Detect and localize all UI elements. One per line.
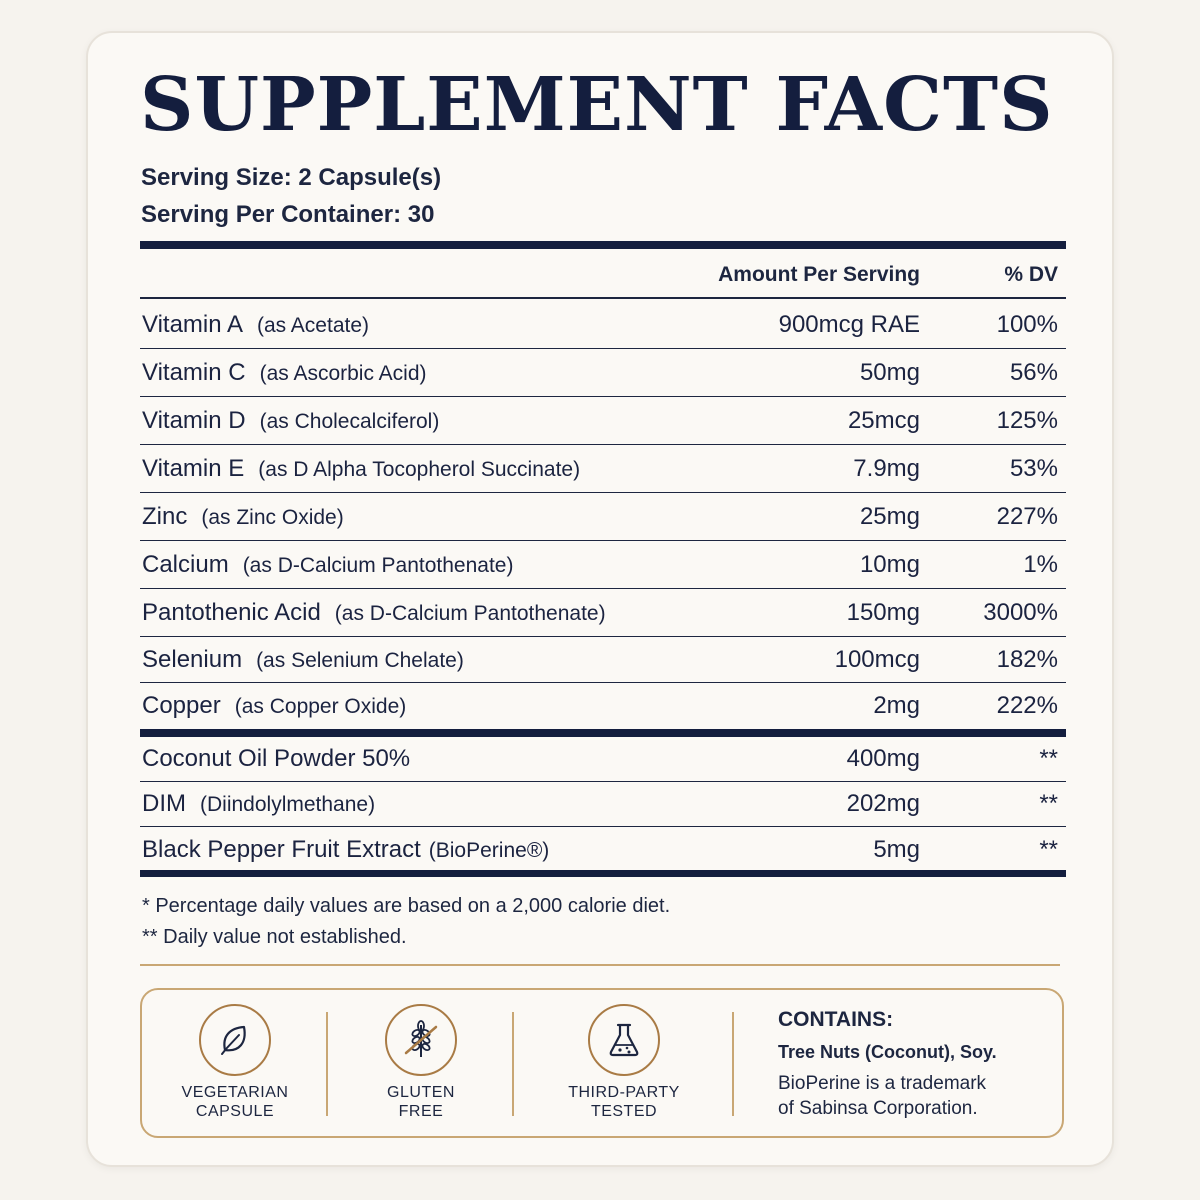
table-header: Amount Per Serving % DV — [140, 251, 1066, 299]
allergen-statement: CONTAINS: Tree Nuts (Coconut), Soy. BioP… — [778, 1008, 1058, 1121]
table-row: Vitamin D (as Cholecalciferol) 25mcg 125% — [140, 397, 1066, 445]
flask-icon — [588, 1004, 660, 1076]
trademark-note: BioPerine is a trademark of Sabinsa Corp… — [778, 1073, 987, 1119]
nutrient-dv: 125% — [996, 406, 1058, 434]
nutrient-amount: 100mcg — [834, 645, 920, 673]
nutrient-dv: 56% — [1009, 358, 1058, 386]
badge-label: VEGETARIAN CAPSULE — [181, 1084, 289, 1120]
third-party-tested-badge: THIRD-PARTY TESTED — [514, 990, 734, 1136]
contains-heading: CONTAINS: — [778, 1008, 894, 1031]
ingredient-amount: 202mg — [846, 790, 920, 817]
nutrient-name: Vitamin C (as Ascorbic Acid) — [142, 358, 427, 386]
table-row: Vitamin C (as Ascorbic Acid) 50mg 56% — [140, 349, 1066, 397]
ingredient-source: (Diindolylmethane) — [200, 793, 376, 816]
nutrient-source: (as Selenium Chelate) — [256, 648, 464, 672]
nutrient-amount: 900mcg RAE — [778, 310, 920, 338]
nutrient-name: Selenium (as Selenium Chelate) — [142, 645, 464, 673]
ingredient-name: DIM (Diindolylmethane) — [142, 790, 376, 817]
servings-per-container: Serving Per Container: 30 — [141, 201, 435, 228]
section-divider — [140, 729, 1066, 737]
nutrient-name: Pantothenic Acid (as D-Calcium Pantothena… — [142, 598, 606, 626]
amount-column-header: Amount Per Serving — [718, 263, 920, 286]
nutrient-name: Vitamin E (as D Alpha Tocopherol Succinat… — [142, 454, 581, 482]
ingredient-dv: ** — [1039, 790, 1058, 817]
nutrient-source: (as D Alpha Tocopherol Succinate) — [258, 457, 581, 481]
nutrient-amount: 10mg — [859, 550, 920, 578]
ingredient-amount: 5mg — [873, 835, 920, 863]
nutrient-name: Copper (as Copper Oxide) — [142, 692, 407, 719]
nutrient-dv: 227% — [996, 502, 1058, 530]
badge-label: THIRD-PARTY TESTED — [568, 1084, 680, 1120]
blend-rows: Coconut Oil Powder 50% 400mg ** DIM (Diin… — [140, 737, 1066, 872]
table-row: Vitamin A (as Acetate) 900mcg RAE 100% — [140, 301, 1066, 349]
panel-title: SUPPLEMENT FACTS — [140, 62, 1054, 148]
badge-divider — [326, 1012, 328, 1116]
nutrient-name: Zinc (as Zinc Oxide) — [142, 502, 344, 530]
nutrient-dv: 1% — [1023, 550, 1058, 578]
nutrient-amount: 2mg — [873, 692, 920, 719]
table-row: Selenium (as Selenium Chelate) 100mcg 182… — [140, 637, 1066, 683]
nutrient-amount: 50mg — [859, 358, 920, 386]
badge-divider — [732, 1012, 734, 1116]
nutrient-dv: 182% — [996, 645, 1058, 673]
table-row: Calcium (as D-Calcium Pantothenate) 10mg … — [140, 541, 1066, 589]
nutrient-source: (as Zinc Oxide) — [201, 505, 344, 529]
table-row: Zinc (as Zinc Oxide) 25mg 227% — [140, 493, 1066, 541]
table-row: DIM (Diindolylmethane) 202mg ** — [140, 782, 1066, 827]
nutrient-dv: 100% — [996, 310, 1058, 338]
nutrient-dv: 53% — [1009, 454, 1058, 482]
table-row: Black Pepper Fruit Extract (BioPerine®) 5… — [140, 827, 1066, 872]
badge-divider — [512, 1012, 514, 1116]
gold-divider — [140, 964, 1060, 966]
nutrient-name: Vitamin A (as Acetate) — [142, 310, 370, 338]
nutrient-name: Calcium (as D-Calcium Pantothenate) — [142, 550, 514, 578]
table-row: Coconut Oil Powder 50% 400mg ** — [140, 737, 1066, 782]
nutrient-amount: 25mcg — [847, 406, 920, 434]
ingredient-dv: ** — [1039, 835, 1058, 863]
nutrient-source: (as Acetate) — [256, 313, 370, 337]
nutrient-amount: 25mg — [859, 502, 920, 530]
table-row: Vitamin E (as D Alpha Tocopherol Succinat… — [140, 445, 1066, 493]
badges-panel: VEGETARIAN CAPSULE GLU — [140, 988, 1064, 1138]
ingredient-dv: ** — [1039, 745, 1058, 772]
nutrient-name: Vitamin D (as Cholecalciferol) — [142, 406, 440, 434]
bottom-divider — [140, 870, 1066, 877]
allergen-list: Tree Nuts (Coconut), Soy. — [778, 1042, 997, 1062]
dv-column-header: % DV — [1004, 263, 1058, 286]
ingredient-source: (BioPerine®) — [428, 838, 550, 862]
leaf-icon — [199, 1004, 271, 1076]
nutrient-source: (as D-Calcium Pantothenate) — [242, 553, 514, 577]
nutrient-source: (as D-Calcium Pantothenate) — [334, 601, 606, 625]
ingredient-amount: 400mg — [846, 745, 920, 772]
nutrient-source: (as Ascorbic Acid) — [259, 361, 427, 385]
nutrient-dv: 3000% — [983, 598, 1058, 626]
vitamin-rows: Vitamin A (as Acetate) 900mcg RAE 100% Vi… — [140, 301, 1066, 729]
nutrient-amount: 7.9mg — [853, 454, 920, 482]
daily-value-footnote: * Percentage daily values are based on a… — [142, 895, 671, 917]
ingredient-name: Black Pepper Fruit Extract (BioPerine®) — [142, 835, 550, 863]
not-established-footnote: ** Daily value not established. — [142, 926, 407, 948]
serving-size: Serving Size: 2 Capsule(s) — [141, 164, 442, 191]
no-wheat-icon — [385, 1004, 457, 1076]
ingredient-name: Coconut Oil Powder 50% — [142, 745, 411, 772]
table-row: Copper (as Copper Oxide) 2mg 222% — [140, 683, 1066, 729]
top-divider — [140, 241, 1066, 249]
nutrient-source: (as Copper Oxide) — [234, 695, 407, 718]
nutrient-source: (as Cholecalciferol) — [259, 409, 440, 433]
vegetarian-badge: VEGETARIAN CAPSULE — [142, 990, 328, 1136]
nutrient-amount: 150mg — [846, 598, 920, 626]
gluten-free-badge: GLUTEN FREE — [328, 990, 514, 1136]
badge-label: GLUTEN FREE — [387, 1084, 455, 1120]
table-row: Pantothenic Acid (as D-Calcium Pantothena… — [140, 589, 1066, 637]
nutrient-dv: 222% — [996, 692, 1058, 719]
supplement-facts-panel: SUPPLEMENT FACTS Serving Size: 2 Capsule… — [86, 31, 1114, 1167]
